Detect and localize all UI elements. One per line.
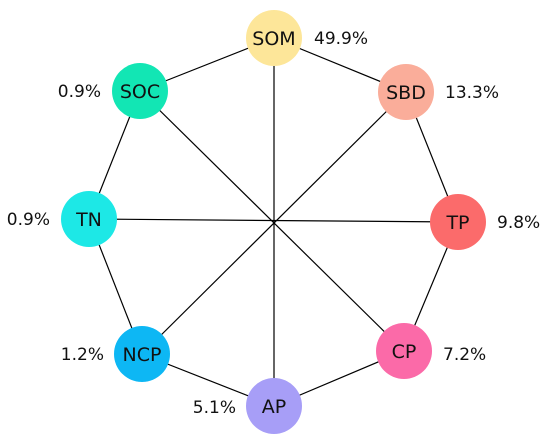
- node-circle-tp: [430, 194, 486, 250]
- node-label-tn: TN: [75, 209, 102, 231]
- node-circle-cp: [376, 323, 432, 379]
- percent-label-soc: 0.9%: [58, 82, 101, 102]
- node-label-soc: SOC: [120, 81, 160, 103]
- percent-label-ncp: 1.2%: [61, 345, 104, 365]
- node-circle-ncp: [114, 326, 170, 382]
- percent-labels-layer: 49.9% 13.3% 9.8% 7.2% 5.1% 1.2% 0.9% 0.9%: [7, 29, 540, 418]
- node-tn: TN: [61, 191, 117, 247]
- percent-label-tp: 9.8%: [497, 213, 540, 233]
- node-soc: SOC: [112, 63, 168, 119]
- node-label-cp: CP: [392, 341, 417, 363]
- spoke-cp-soc: [139, 90, 405, 352]
- node-label-ncp: NCP: [123, 344, 162, 366]
- percent-label-cp: 7.2%: [443, 345, 486, 365]
- nodes-layer: SOM SBD TP CP AP NCP TN SOC: [61, 10, 486, 434]
- node-ap: AP: [246, 378, 302, 434]
- node-tp: TP: [430, 194, 486, 250]
- node-cp: CP: [376, 323, 432, 379]
- node-ncp: NCP: [114, 326, 170, 382]
- node-som: SOM: [246, 10, 302, 66]
- node-label-ap: AP: [262, 396, 286, 418]
- spoke-tp-tn: [88, 218, 459, 223]
- percent-label-ap: 5.1%: [193, 398, 236, 418]
- node-label-sbd: SBD: [386, 82, 426, 104]
- percent-label-som: 49.9%: [314, 29, 368, 49]
- node-circle-soc: [112, 63, 168, 119]
- node-circle-ap: [246, 378, 302, 434]
- node-label-som: SOM: [252, 28, 295, 50]
- percent-label-tn: 0.9%: [7, 210, 50, 230]
- percent-label-sbd: 13.3%: [445, 83, 499, 103]
- node-circle-tn: [61, 191, 117, 247]
- node-circle-som: [246, 10, 302, 66]
- node-sbd: SBD: [378, 64, 434, 120]
- node-label-tp: TP: [445, 212, 469, 234]
- node-circle-sbd: [378, 64, 434, 120]
